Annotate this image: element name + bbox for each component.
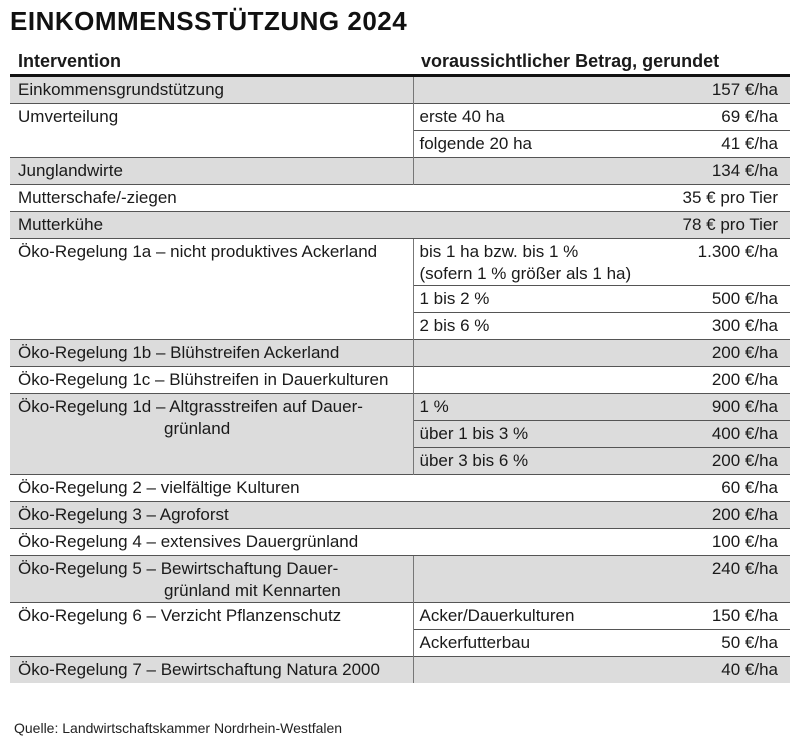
support-table: Intervention voraussichtlicher Betrag, g… xyxy=(10,48,790,683)
row-value: 134 €/ha xyxy=(643,157,790,185)
row-value: 41 €/ha xyxy=(643,130,790,158)
row-condition: folgende 20 ha xyxy=(412,130,643,158)
row-value: 900 €/ha xyxy=(643,393,790,421)
row-condition xyxy=(412,339,643,367)
row-label-line: Öko-Regelung 5 – Bewirtschaftung Dauer- xyxy=(18,559,339,578)
row-condition xyxy=(412,366,643,394)
row-value: 78 € pro Tier xyxy=(643,211,790,239)
row-value: 1.300 €/ha xyxy=(643,238,790,286)
condition-line: bis 1 ha bzw. bis 1 % xyxy=(419,242,579,261)
row-condition: 1 % xyxy=(412,393,643,421)
row-condition xyxy=(412,555,643,603)
table-row: Öko-Regelung 1d – Altgrasstreifen auf Da… xyxy=(10,393,790,475)
condition-note: (sofern 1 % größer als 1 ha) xyxy=(419,264,632,283)
table-row: Öko-Regelung 1c – Blühstreifen in Dauerk… xyxy=(10,366,790,394)
row-label: Öko-Regelung 1b – Blühstreifen Ackerland xyxy=(10,339,413,367)
row-label: Öko-Regelung 1c – Blühstreifen in Dauerk… xyxy=(10,366,413,394)
row-condition: bis 1 ha bzw. bis 1 % (sofern 1 % größer… xyxy=(412,238,643,286)
row-value: 100 €/ha xyxy=(643,528,790,556)
table-row: Umverteilung erste 40 ha 69 €/ha xyxy=(10,103,790,158)
row-label-line: Öko-Regelung 1d – Altgrasstreifen auf Da… xyxy=(18,397,363,416)
row-value: 300 €/ha xyxy=(643,312,790,340)
row-label: Öko-Regelung 5 – Bewirtschaftung Dauer- … xyxy=(10,555,413,603)
row-label: Mutterschafe/-ziegen xyxy=(10,184,643,212)
row-label: Junglandwirte xyxy=(10,157,413,185)
row-condition: 2 bis 6 % xyxy=(412,312,643,340)
row-label: Öko-Regelung 4 – extensives Dauergrünlan… xyxy=(10,528,643,556)
table-row: Ackerfutterbau 50 €/ha xyxy=(10,629,790,657)
row-condition: 1 bis 2 % xyxy=(412,285,643,313)
table-row: Öko-Regelung 7 – Bewirtschaftung Natura … xyxy=(10,656,790,683)
row-label: Öko-Regelung 7 – Bewirtschaftung Natura … xyxy=(10,656,413,683)
table-row: Öko-Regelung 1a – nicht produktives Acke… xyxy=(10,238,790,340)
table-row: Junglandwirte 134 €/ha xyxy=(10,157,790,185)
row-value: 200 €/ha xyxy=(643,339,790,367)
table-row: Öko-Regelung 4 – extensives Dauergrünlan… xyxy=(10,528,790,556)
row-label: Einkommensgrundstützung xyxy=(10,75,413,104)
row-label: Öko-Regelung 1d – Altgrasstreifen auf Da… xyxy=(10,393,413,475)
table-row: über 1 bis 3 % 400 €/ha xyxy=(10,420,790,448)
table-row: Öko-Regelung 6 – Verzicht Pflanzenschutz… xyxy=(10,602,790,657)
table-row: folgende 20 ha 41 €/ha xyxy=(10,130,790,158)
table-row: Öko-Regelung 1b – Blühstreifen Ackerland… xyxy=(10,339,790,367)
row-label: Umverteilung xyxy=(10,103,413,158)
row-value: 200 €/ha xyxy=(643,501,790,529)
row-condition: Acker/Dauerkulturen xyxy=(412,602,643,630)
header-intervention: Intervention xyxy=(10,48,413,77)
table-row: Öko-Regelung 3 – Agroforst 200 €/ha xyxy=(10,501,790,529)
row-value: 240 €/ha xyxy=(643,555,790,603)
row-value: 400 €/ha xyxy=(643,420,790,448)
row-value: 60 €/ha xyxy=(643,474,790,502)
row-value: 35 € pro Tier xyxy=(643,184,790,212)
row-value: 200 €/ha xyxy=(643,366,790,394)
table-row: Öko-Regelung 5 – Bewirtschaftung Dauer- … xyxy=(10,555,790,603)
table-row: Öko-Regelung 2 – vielfältige Kulturen 60… xyxy=(10,474,790,502)
row-condition xyxy=(412,656,643,683)
table-row: 2 bis 6 % 300 €/ha xyxy=(10,312,790,340)
row-condition: über 3 bis 6 % xyxy=(412,447,643,475)
source-note: Quelle: Landwirtschaftskammer Nordrhein-… xyxy=(14,720,343,736)
row-label: Öko-Regelung 3 – Agroforst xyxy=(10,501,643,529)
row-value: 500 €/ha xyxy=(643,285,790,313)
row-condition xyxy=(412,157,643,185)
table-row: Mutterschafe/-ziegen 35 € pro Tier xyxy=(10,184,790,212)
row-condition: Ackerfutterbau xyxy=(412,629,643,657)
row-label: Mutterkühe xyxy=(10,211,643,239)
row-condition xyxy=(412,75,643,104)
row-label-line: grünland xyxy=(164,419,231,438)
row-value: 69 €/ha xyxy=(643,103,790,131)
row-value: 150 €/ha xyxy=(643,602,790,630)
row-label: Öko-Regelung 2 – vielfältige Kulturen xyxy=(10,474,643,502)
header-amount: voraussichtlicher Betrag, gerundet xyxy=(413,48,790,77)
page-title: EINKOMMENSSTÜTZUNG 2024 xyxy=(10,6,408,36)
row-condition: über 1 bis 3 % xyxy=(412,420,643,448)
table-header: Intervention voraussichtlicher Betrag, g… xyxy=(10,48,790,77)
row-value: 40 €/ha xyxy=(643,656,790,683)
table-row: Mutterkühe 78 € pro Tier xyxy=(10,211,790,239)
row-label: Öko-Regelung 1a – nicht produktives Acke… xyxy=(10,238,413,340)
table-row: 1 bis 2 % 500 €/ha xyxy=(10,285,790,313)
table-row: Einkommensgrundstützung 157 €/ha xyxy=(10,75,790,104)
row-value: 50 €/ha xyxy=(643,629,790,657)
row-label: Öko-Regelung 6 – Verzicht Pflanzenschutz xyxy=(10,602,413,657)
row-label-line: grünland mit Kennarten xyxy=(164,581,341,600)
table-row: über 3 bis 6 % 200 €/ha xyxy=(10,447,790,475)
row-value: 200 €/ha xyxy=(643,447,790,475)
row-value: 157 €/ha xyxy=(643,75,790,104)
row-condition: erste 40 ha xyxy=(412,103,643,131)
